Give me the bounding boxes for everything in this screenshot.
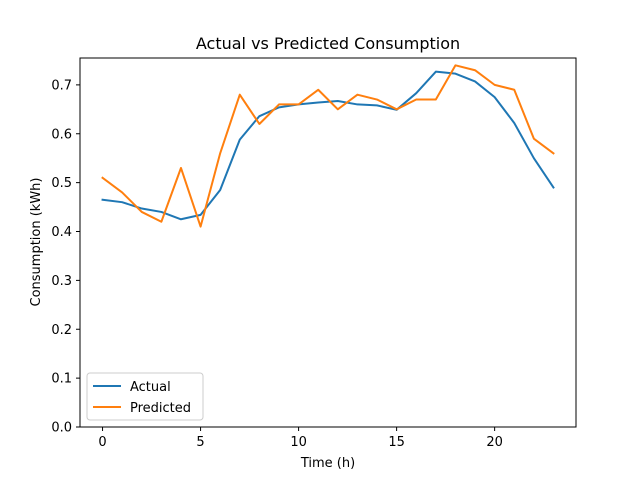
- y-tick-label: 0.1: [51, 372, 72, 387]
- legend-box: [86, 372, 204, 421]
- y-axis-label: Consumption (kWh): [29, 178, 44, 307]
- x-axis-label: Time (h): [300, 456, 355, 471]
- legend-label-predicted: Predicted: [130, 401, 191, 416]
- legend-label-actual: Actual: [130, 380, 171, 395]
- y-tick-label: 0.0: [51, 421, 72, 436]
- series-line-actual: [101, 70, 555, 221]
- chart-title: Actual vs Predicted Consumption: [196, 34, 460, 53]
- y-tick-label: 0.5: [51, 176, 72, 191]
- x-axis: 0 5 10 15 20: [98, 427, 503, 450]
- series-line-predicted: [101, 64, 555, 228]
- x-tick-label: 10: [290, 435, 307, 450]
- y-tick-label: 0.2: [51, 323, 72, 338]
- x-tick-label: 5: [196, 435, 204, 450]
- series-layer: [101, 64, 555, 228]
- plot-frame: [79, 57, 577, 428]
- legend: Actual Predicted: [86, 372, 204, 421]
- x-tick-label: 15: [388, 435, 405, 450]
- y-axis: 0.0 0.1 0.2 0.3 0.4 0.5 0.6 0.7: [51, 78, 80, 436]
- y-tick-label: 0.6: [51, 127, 72, 142]
- y-tick-label: 0.7: [51, 78, 72, 93]
- x-tick-label: 20: [486, 435, 503, 450]
- x-tick-label: 0: [98, 435, 106, 450]
- y-tick-label: 0.3: [51, 274, 72, 289]
- y-tick-label: 0.4: [51, 225, 72, 240]
